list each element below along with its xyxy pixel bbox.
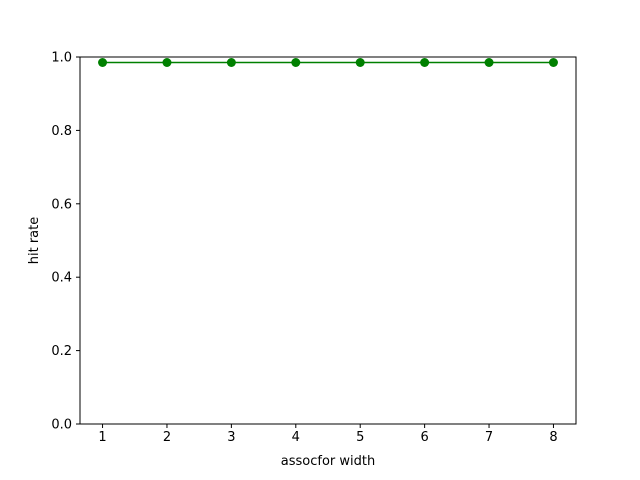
data-point xyxy=(484,58,494,68)
data-point xyxy=(355,58,365,68)
y-tick-label: 1.0 xyxy=(51,51,72,66)
data-point xyxy=(420,58,430,68)
data-point xyxy=(291,58,301,68)
x-tick-label: 6 xyxy=(420,430,428,445)
plot-area xyxy=(80,57,576,424)
y-tick-label: 0.2 xyxy=(51,344,72,359)
plot-frame xyxy=(79,56,577,425)
y-tick-label: 0.6 xyxy=(51,197,72,212)
y-axis: 0.0 0.2 0.4 0.6 0.8 1.0 xyxy=(51,51,80,433)
x-tick-label: 7 xyxy=(485,430,493,445)
x-tick-label: 5 xyxy=(356,430,364,445)
x-tick-label: 8 xyxy=(549,430,557,445)
y-tick-label: 0.0 xyxy=(51,418,72,433)
data-point xyxy=(548,58,558,68)
data-point xyxy=(162,58,172,68)
x-tick-label: 2 xyxy=(163,430,171,445)
series-layer xyxy=(98,58,558,68)
x-tick-label: 1 xyxy=(98,430,106,445)
x-axis-label: assocfor width xyxy=(281,454,375,469)
y-tick-label: 0.4 xyxy=(51,271,72,286)
x-axis: 1 2 3 4 5 6 7 8 xyxy=(98,424,558,445)
y-axis-label: hit rate xyxy=(27,217,42,265)
x-tick-label: 4 xyxy=(292,430,300,445)
data-point xyxy=(98,58,108,68)
x-tick-label: 3 xyxy=(227,430,235,445)
y-tick-label: 0.8 xyxy=(51,124,72,139)
data-point xyxy=(226,58,236,68)
